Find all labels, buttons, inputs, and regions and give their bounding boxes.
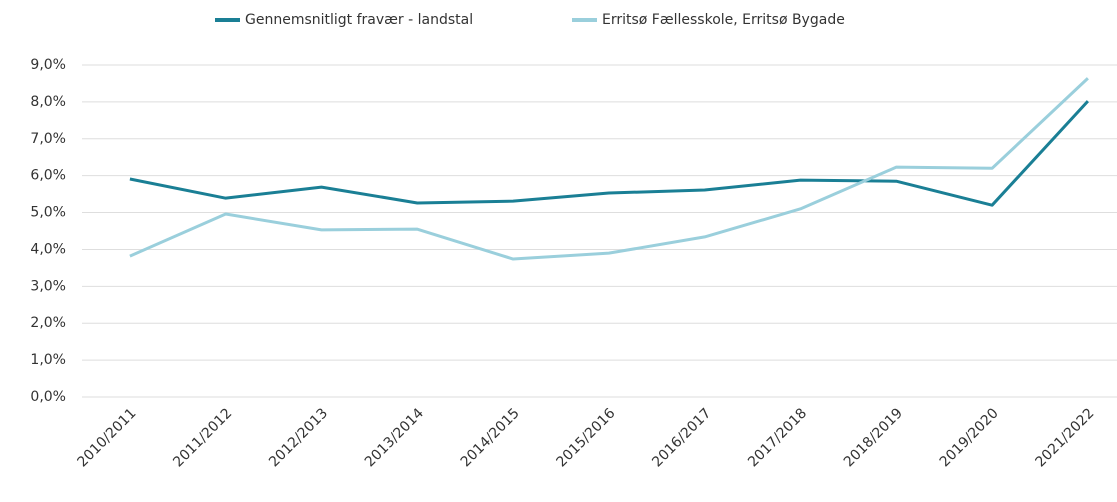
- y-tick-label: 9,0%: [30, 57, 66, 73]
- x-tick-label: 2014/2015: [458, 405, 523, 470]
- x-tick-label: 2017/2018: [745, 405, 810, 470]
- x-tick-label: 2010/2011: [75, 405, 140, 470]
- series-line: [129, 100, 1090, 207]
- y-tick-label: 4,0%: [30, 241, 66, 257]
- x-tick-label: 2018/2019: [841, 405, 906, 470]
- x-tick-label: 2013/2014: [362, 405, 427, 470]
- y-tick-label: 0,0%: [30, 389, 66, 405]
- y-tick-label: 8,0%: [30, 94, 66, 110]
- y-tick-label: 5,0%: [30, 205, 66, 221]
- x-tick-label: 2016/2017: [649, 405, 714, 470]
- legend-label: Erritsø Fællesskole, Erritsø Bygade: [602, 12, 845, 28]
- x-tick-label: 2019/2020: [937, 405, 1002, 470]
- x-tick-label: 2015/2016: [554, 405, 619, 470]
- y-tick-label: 3,0%: [30, 278, 66, 294]
- y-tick-label: 7,0%: [30, 131, 66, 147]
- legend-label: Gennemsnitligt fravær - landstal: [245, 12, 473, 28]
- x-tick-label: 2012/2013: [266, 405, 331, 470]
- x-tick-label: 2021/2022: [1033, 405, 1098, 470]
- y-tick-label: 6,0%: [30, 168, 66, 184]
- series-line: [129, 77, 1089, 261]
- x-tick-label: 2011/2012: [170, 405, 235, 470]
- y-tick-label: 1,0%: [30, 352, 66, 368]
- y-tick-label: 2,0%: [30, 315, 66, 331]
